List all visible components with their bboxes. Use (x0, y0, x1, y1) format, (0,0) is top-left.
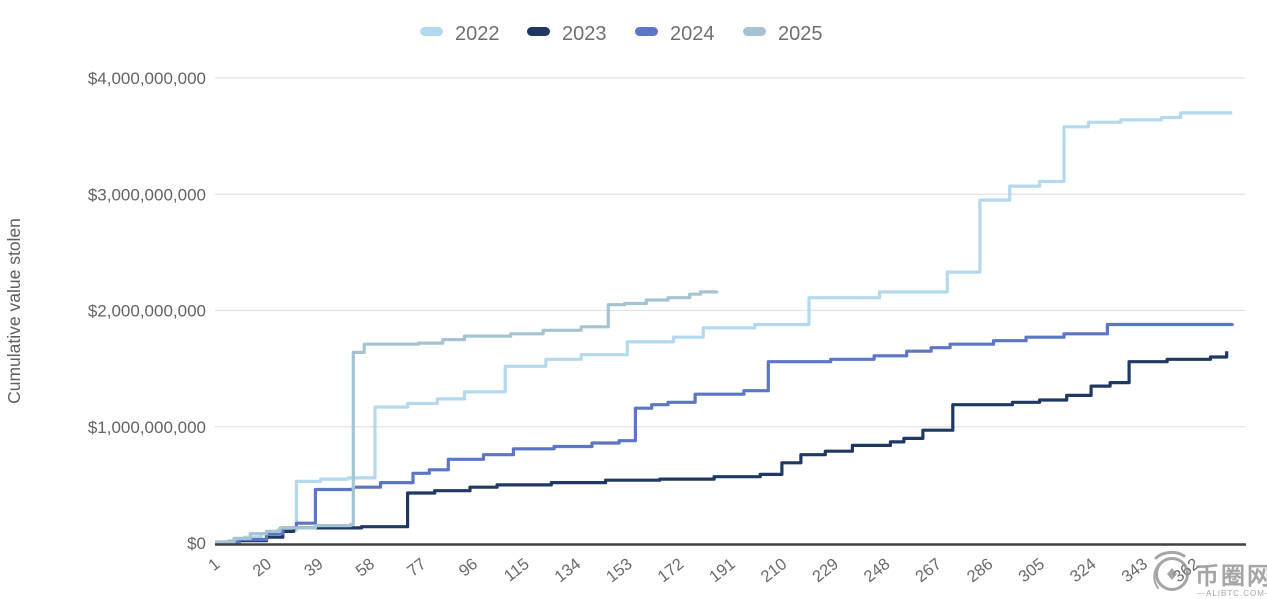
x-tick-label: 248 (861, 555, 894, 586)
legend-label: 2023 (562, 23, 607, 45)
x-tick-label: 210 (758, 555, 791, 586)
series-line-2024 (215, 322, 1234, 544)
legend-swatch-2025-icon (743, 27, 766, 36)
x-tick-label: 172 (655, 555, 688, 586)
legend-label: 2024 (670, 23, 715, 45)
legend-item-2022: 2022 (420, 23, 500, 45)
y-axis-title: Cumulative value stolen (4, 218, 24, 404)
legend-label: 2025 (778, 23, 823, 45)
x-tick-label: 324 (1067, 555, 1100, 586)
x-tick-label: 1 (205, 555, 223, 575)
watermark-site-name: 币圈网 (1195, 563, 1267, 590)
x-tick-label: 96 (456, 555, 482, 580)
y-tick-label: $3,000,000,000 (88, 185, 206, 204)
watermark-coin-logo-icon (1153, 550, 1189, 591)
legend: 2022 2023 2024 2025 (420, 23, 823, 45)
y-tick-label: $1,000,000,000 (88, 418, 206, 437)
tick-labels: $0 $1,000,000,000 $2,000,000,000 $3,000,000… (88, 69, 1203, 586)
watermark: 币圈网 —ALIBTC.COM— (1153, 550, 1267, 598)
legend-item-2024: 2024 (635, 23, 715, 45)
legend-item-2025: 2025 (743, 23, 823, 45)
y-tick-label: $0 (187, 534, 206, 553)
x-tick-label: 286 (964, 555, 997, 586)
gridlines (215, 77, 1245, 428)
x-tick-label: 191 (706, 555, 739, 586)
series-lines (215, 111, 1234, 544)
y-tick-label: $4,000,000,000 (88, 69, 206, 88)
x-tick-label: 343 (1118, 555, 1151, 586)
legend-swatch-2022-icon (420, 27, 443, 36)
legend-swatch-2023-icon (527, 27, 550, 36)
x-tick-label: 229 (809, 555, 842, 586)
x-tick-label: 20 (249, 555, 275, 580)
series-line-2023 (215, 351, 1229, 544)
x-tick-label: 39 (301, 555, 327, 580)
series-line-2022 (215, 111, 1233, 544)
series-line-2025 (215, 290, 719, 544)
legend-item-2023: 2023 (527, 23, 607, 45)
x-tick-label: 153 (603, 555, 636, 586)
x-tick-label: 267 (912, 555, 945, 586)
x-tick-label: 58 (353, 555, 379, 580)
watermark-domain: —ALIBTC.COM— (1197, 589, 1267, 598)
y-tick-label: $2,000,000,000 (88, 302, 206, 321)
x-tick-label: 305 (1015, 555, 1048, 586)
x-tick-label: 77 (404, 555, 430, 580)
legend-label: 2022 (455, 23, 500, 45)
x-tick-label: 134 (551, 555, 584, 586)
x-tick-label: 115 (501, 555, 533, 585)
legend-swatch-2024-icon (635, 27, 658, 36)
